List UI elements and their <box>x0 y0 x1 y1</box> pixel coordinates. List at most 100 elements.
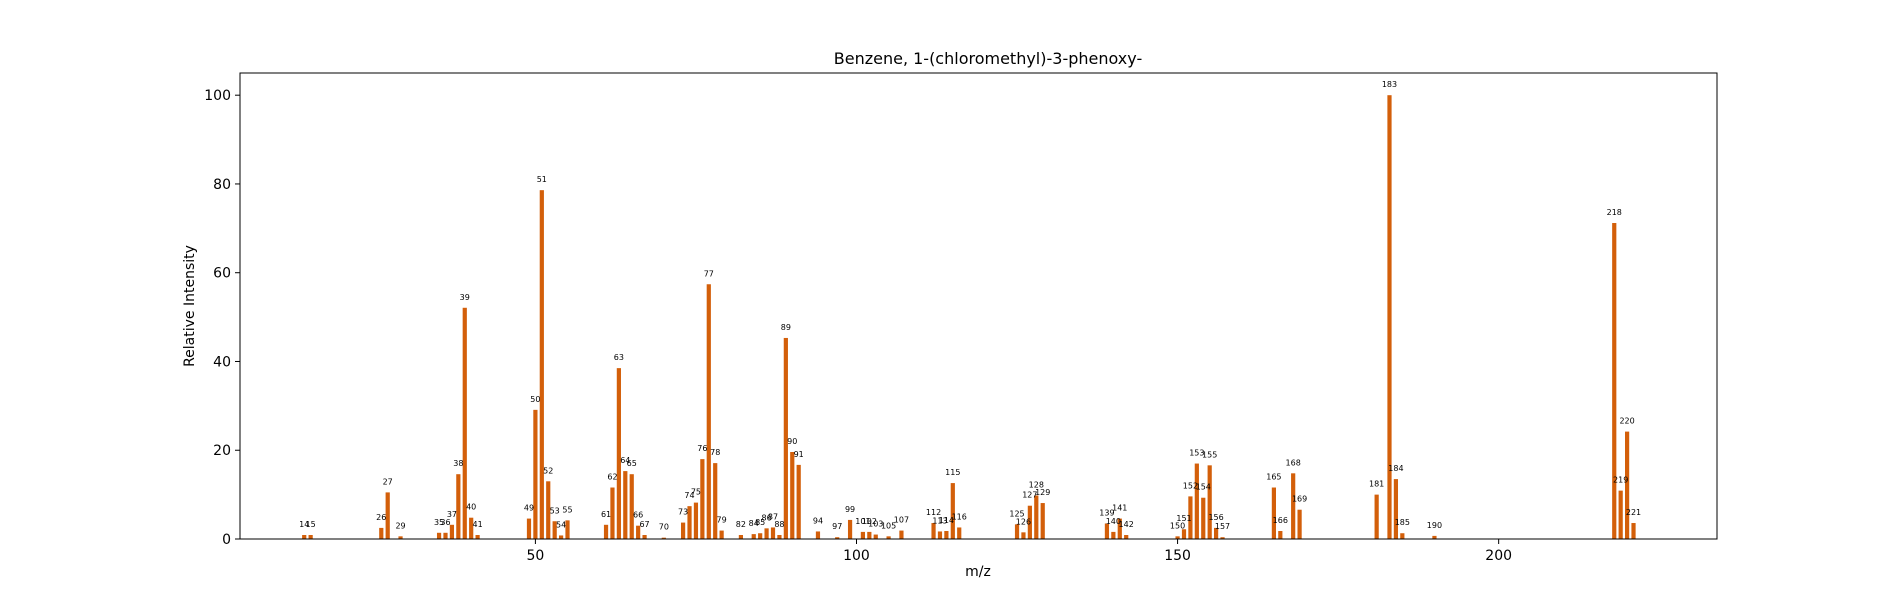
bar-label-35: 35 <box>434 518 444 527</box>
bar-label-74: 74 <box>684 491 694 500</box>
bar-label-89: 89 <box>781 323 791 332</box>
bar-label-87: 87 <box>768 512 778 521</box>
bar-label-63: 63 <box>614 353 624 362</box>
bar-label-64: 64 <box>620 456 630 465</box>
bar-mz-169 <box>1297 509 1302 539</box>
y-tick-label-20: 20 <box>213 443 231 459</box>
bar-mz-113 <box>937 531 943 539</box>
bar-label-155: 155 <box>1202 450 1217 459</box>
bars-group <box>302 95 1636 540</box>
bar-mz-88 <box>777 535 782 539</box>
bar-label-114: 114 <box>939 516 954 525</box>
bar-mz-157 <box>1220 537 1225 539</box>
bar-mz-74 <box>687 506 692 539</box>
bar-mz-151 <box>1181 529 1187 539</box>
x-tick-label-200: 200 <box>1485 548 1512 564</box>
bar-label-76: 76 <box>697 444 707 453</box>
bar-label-157: 157 <box>1215 522 1230 531</box>
bar-mz-86 <box>764 528 769 539</box>
bar-label-105: 105 <box>881 521 896 530</box>
bar-mz-90 <box>790 452 795 539</box>
bar-label-183: 183 <box>1382 80 1397 89</box>
bar-label-37: 37 <box>447 510 457 519</box>
bar-mz-125 <box>1014 524 1020 539</box>
bar-label-54: 54 <box>556 520 566 529</box>
bar-mz-82 <box>738 535 743 539</box>
bar-label-103: 103 <box>868 520 883 529</box>
y-tick-label-40: 40 <box>213 354 231 370</box>
bar-label-156: 156 <box>1208 513 1223 522</box>
bar-label-181: 181 <box>1369 480 1384 489</box>
bar-label-29: 29 <box>395 521 405 530</box>
bar-label-101: 101 <box>855 517 870 526</box>
bar-label-127: 127 <box>1022 491 1037 500</box>
bar-mz-87 <box>770 527 776 539</box>
bar-mz-141 <box>1117 518 1122 539</box>
bar-label-140: 140 <box>1106 517 1121 526</box>
bar-label-169: 169 <box>1292 495 1307 504</box>
bar-mz-140 <box>1111 531 1116 539</box>
bar-label-82: 82 <box>736 520 746 529</box>
bar-label-154: 154 <box>1196 483 1211 492</box>
bar-mz-183 <box>1387 95 1392 539</box>
bar-mz-64 <box>623 471 628 539</box>
y-tick-label-0: 0 <box>222 532 231 548</box>
bar-label-153: 153 <box>1189 449 1204 458</box>
bar-mz-70 <box>661 537 666 539</box>
bar-label-166: 166 <box>1273 516 1288 525</box>
bar-mz-89 <box>783 337 788 539</box>
bar-mz-61 <box>603 524 609 539</box>
bar-mz-139 <box>1104 523 1110 539</box>
x-tick-label-150: 150 <box>1164 548 1191 564</box>
bar-label-150: 150 <box>1170 521 1185 530</box>
bar-mz-29 <box>398 536 403 539</box>
bar-label-128: 128 <box>1029 481 1044 490</box>
bar-label-91: 91 <box>794 450 804 459</box>
bar-mz-94 <box>815 531 821 539</box>
bar-label-39: 39 <box>460 293 470 302</box>
bar-label-125: 125 <box>1009 509 1024 518</box>
bar-label-113: 113 <box>932 516 947 525</box>
bar-label-79: 79 <box>717 516 727 525</box>
bar-label-51: 51 <box>537 175 547 184</box>
x-axis-label: m/z <box>965 564 991 580</box>
bar-label-126: 126 <box>1016 517 1031 526</box>
bar-mz-27 <box>385 492 390 539</box>
y-tick-label-60: 60 <box>213 266 231 282</box>
bar-mz-65 <box>629 474 634 539</box>
bar-mz-40 <box>469 517 474 539</box>
bar-mz-112 <box>931 523 936 539</box>
bar-mz-128 <box>1034 495 1039 539</box>
bar-label-220: 220 <box>1619 417 1634 426</box>
bar-mz-156 <box>1214 527 1219 539</box>
y-tick-label-100: 100 <box>204 88 231 104</box>
bar-mz-190 <box>1432 535 1437 539</box>
bar-mz-99 <box>847 519 853 539</box>
bar-mz-84 <box>751 534 756 539</box>
y-tick-label-80: 80 <box>213 177 231 193</box>
bar-mz-67 <box>642 535 647 539</box>
bar-mz-101 <box>860 531 866 539</box>
bar-label-152: 152 <box>1183 481 1198 490</box>
bar-mz-153 <box>1194 463 1199 539</box>
bar-mz-116 <box>957 527 962 539</box>
bar-mz-77 <box>706 284 711 539</box>
bar-mz-218 <box>1612 223 1617 539</box>
bar-mz-73 <box>681 522 686 539</box>
bar-label-184: 184 <box>1388 464 1403 473</box>
bar-mz-97 <box>835 537 840 539</box>
bar-mz-152 <box>1188 496 1193 539</box>
bar-label-107: 107 <box>894 516 909 525</box>
bar-mz-85 <box>758 533 763 539</box>
bar-mz-142 <box>1124 535 1129 539</box>
bar-mz-102 <box>867 531 872 539</box>
bar-mz-39 <box>462 307 467 539</box>
bar-label-139: 139 <box>1099 508 1114 517</box>
bar-label-165: 165 <box>1266 473 1281 482</box>
bar-mz-36 <box>443 532 448 539</box>
bar-mz-53 <box>552 521 557 539</box>
bar-mz-219 <box>1618 490 1623 539</box>
bar-label-97: 97 <box>832 522 842 531</box>
bar-label-112: 112 <box>926 508 941 517</box>
